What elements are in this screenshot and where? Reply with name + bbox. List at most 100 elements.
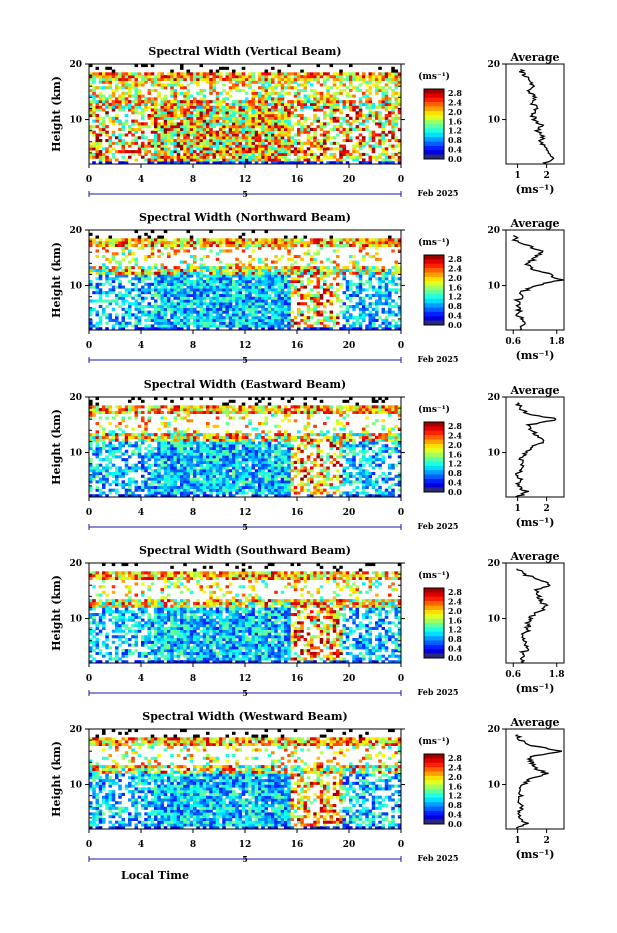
heatmap-cell [122,433,126,436]
heatmap-cell [395,97,399,100]
heatmap-cell [203,263,207,266]
heatmap-cell [235,305,239,308]
heatmap-cell [157,441,161,444]
heatmap-cell [242,319,246,322]
heatmap-cell [128,305,132,308]
heatmap-cell [352,244,356,247]
heatmap-cell [102,491,106,494]
heatmap-cell [365,89,369,92]
heatmap-cell [135,441,139,444]
heatmap-cell [300,142,304,145]
heatmap-cell [213,241,217,244]
heatmap-cell [209,283,213,286]
heatmap-cell [141,111,145,114]
heatmap-cell [102,299,106,302]
heatmap-cell [391,324,395,327]
heatmap-cell [395,92,399,95]
heatmap-cell [154,461,158,464]
heatmap-cell [339,81,343,84]
heatmap-cell [378,291,382,294]
heatmap-cell [213,114,217,117]
heatmap-cell [141,100,145,103]
heatmap-cell [157,411,161,414]
heatmap-cell [216,122,220,125]
heatmap-cell [278,291,282,294]
heatmap-cell [320,142,324,145]
heatmap-cell [164,86,168,89]
heatmap-cell [180,319,184,322]
heatmap-cell [265,120,269,123]
heatmap-cell [352,324,356,327]
heatmap-cell [148,72,152,75]
heatmap-cell [157,274,161,277]
heatmap-cell [232,86,236,89]
heatmap-cell [336,142,340,145]
heatmap-cell [229,324,233,327]
heatmap-cell [135,414,139,417]
heatmap-cell [154,139,158,142]
heatmap-cell [148,106,152,109]
heatmap-cell [359,272,363,275]
heatmap-cell [174,272,178,275]
heatmap-cell [161,291,165,294]
heatmap-cell [235,145,239,148]
heatmap-cell [167,308,171,311]
heatmap-cell [89,100,93,103]
heatmap-cell [245,277,249,280]
heatmap-cell [164,75,168,78]
heatmap-cell [229,147,233,150]
heatmap-cell [118,72,122,75]
heatmap-cell [284,122,288,125]
heatmap-cell [313,103,317,106]
heatmap-cell [248,125,252,128]
heatmap-cell [235,263,239,266]
heatmap-cell [96,469,100,472]
heatmap-cell [219,156,223,159]
heatmap-cell [183,238,187,241]
heatmap-cell [281,277,285,280]
heatmap-cell [99,131,103,134]
heatmap-cell [245,313,249,316]
heatmap-cell [369,147,373,150]
heatmap-cell [294,255,298,258]
heatmap-cell [265,122,269,125]
heatmap-cell [122,156,126,159]
heatmap-cell [200,120,204,123]
heatmap-cell [122,122,126,125]
heatmap-cell [99,122,103,125]
heatmap-cell [170,291,174,294]
heatmap-cell [245,158,249,161]
heatmap-cell [346,269,350,272]
heatmap-cell [284,142,288,145]
heatmap-cell [336,133,340,136]
heatmap-cell [362,145,366,148]
heatmap-cell [369,241,373,244]
heatmap-cell [291,283,295,286]
heatmap-cell [148,411,152,414]
heatmap-cell [284,147,288,150]
heatmap-cell [304,316,308,319]
heatmap-cell [271,286,275,289]
heatmap-cell [193,308,197,311]
heatmap-cell [92,131,96,134]
heatmap-cell [268,302,272,305]
heatmap-cell [138,319,142,322]
heatmap-cell [378,106,382,109]
heatmap-cell [258,78,262,81]
heatmap-cell [187,75,191,78]
heatmap-cell [278,313,282,316]
heatmap-cell [161,266,165,269]
heatmap-cell [388,72,392,75]
heatmap-cell [164,266,168,269]
heatmap-cell [170,150,174,153]
heatmap-cell [346,311,350,314]
heatmap-cell [144,75,148,78]
heatmap-cell [154,114,158,117]
heatmap-cell [326,299,330,302]
heatmap-cell [232,313,236,316]
heatmap-cell [326,95,330,98]
heatmap-cell [177,241,181,244]
heatmap-cell [183,244,187,247]
heatmap-cell [125,466,129,469]
heatmap-cell [135,106,139,109]
